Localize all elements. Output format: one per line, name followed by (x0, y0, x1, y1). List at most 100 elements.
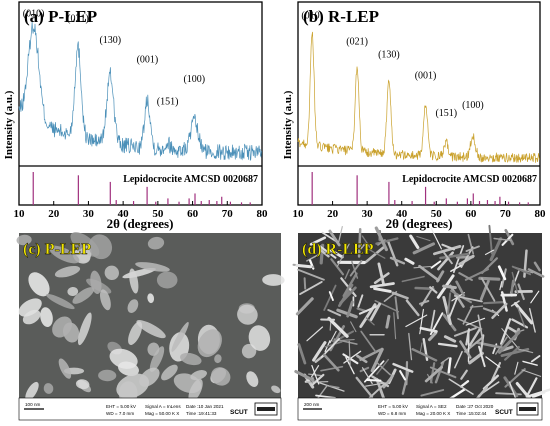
peak-label: (021) (67, 14, 89, 25)
sem-rod (404, 257, 415, 265)
sem-eht: EHT = 5.00 kV (106, 404, 137, 409)
sem-rod (522, 360, 538, 366)
sem-rod (369, 302, 382, 322)
x-tick-label: 10 (14, 208, 26, 220)
sem-time: Time :15:02:44 (456, 411, 487, 416)
sem-rod (529, 308, 536, 333)
sem-rod (418, 264, 440, 282)
sem-rod (329, 248, 344, 259)
x-tick-label: 40 (118, 208, 130, 220)
sem-rod (448, 297, 458, 319)
sem-particle (46, 294, 75, 310)
sem-rod (295, 263, 313, 269)
sem-rod (409, 234, 420, 249)
sem-rod (312, 341, 327, 362)
sem-rod (482, 307, 498, 314)
sem-rod (453, 327, 477, 337)
sem-rod (369, 282, 395, 289)
sem-info-bar (297, 397, 543, 421)
sem-rod (485, 356, 501, 368)
sem-rod (429, 362, 436, 384)
sem-rod (323, 284, 337, 311)
sem-particle (197, 329, 222, 358)
sem-rod (328, 291, 334, 302)
sem-particle (139, 367, 160, 387)
x-tick-label: 30 (83, 208, 95, 220)
sem-rod (309, 236, 327, 246)
sem-rod (459, 380, 470, 388)
sem-rod (342, 272, 358, 298)
sem-rod (370, 347, 384, 373)
x-axis-label: 2θ (degrees) (386, 216, 453, 231)
sem-rod (310, 365, 320, 378)
sem-rod (453, 295, 483, 303)
peak-label: (010) (23, 9, 45, 20)
peak-label: (021) (346, 36, 368, 47)
sem-signal: Signal A = InLens (145, 404, 181, 409)
sem-rod (364, 246, 385, 264)
sem-rod (455, 280, 466, 297)
sem-rod (429, 286, 438, 294)
zeiss-logo-mark (519, 407, 536, 411)
sem-rod (442, 296, 452, 325)
sem-rod (468, 328, 481, 347)
sem-particle (147, 293, 155, 304)
sem-rod (375, 361, 391, 376)
sem-eht: EHT = 5.00 kV (378, 404, 409, 409)
sem-rod (458, 254, 475, 266)
sem-rod (450, 264, 462, 273)
sem-rod (299, 280, 323, 296)
sem-particle (180, 352, 202, 366)
sem-rod (405, 314, 428, 328)
sem-rod (374, 300, 400, 313)
peak-label: (130) (378, 49, 400, 60)
sem-rod (443, 252, 453, 265)
sem-rod (465, 245, 480, 253)
sem-rod (419, 342, 423, 353)
sem-rod (478, 276, 501, 281)
sem-rod (460, 246, 474, 269)
sem-rod (319, 245, 337, 259)
plot-frame (18, 1, 263, 206)
sem-rod (393, 312, 397, 340)
scale-bar-label: 200 nm (304, 402, 319, 407)
sem-particle (262, 274, 285, 286)
sem-particle (237, 304, 258, 325)
sem-rod (514, 361, 519, 375)
sem-particle (241, 343, 257, 359)
sem-rod (459, 340, 472, 359)
sem-rod (360, 330, 377, 353)
y-axis-label: Intensity (a.u.) (3, 90, 15, 159)
sem-particle (171, 321, 189, 352)
sem-rod (330, 258, 345, 276)
x-tick-label: 80 (535, 208, 547, 220)
sem-particle (161, 364, 178, 381)
x-tick-label: 80 (257, 208, 269, 220)
sem-rod (344, 269, 350, 280)
sem-particle (214, 354, 222, 364)
sem-rod (468, 351, 484, 365)
sem-rod (420, 389, 445, 397)
sem-rod (311, 365, 320, 385)
sem-rod (336, 243, 350, 267)
sem-rod (499, 281, 503, 291)
sem-rod (405, 361, 409, 386)
sem-image-p-lep: 100 nm EHT = 5.00 kV WD = 7.0 mm Signal … (16, 232, 285, 421)
sem-rod (530, 290, 540, 304)
sem-date: Date :10 Jan 2021 (186, 404, 224, 409)
sem-rod (401, 275, 425, 283)
peak-label: (151) (157, 97, 179, 108)
sem-rod (477, 314, 484, 343)
sem-particle (246, 371, 259, 387)
x-tick-label: 50 (431, 208, 443, 220)
peak-label: (001) (415, 71, 437, 82)
sem-rod (359, 348, 382, 362)
sem-rod (440, 357, 450, 364)
sem-particle (49, 245, 80, 264)
xrd-trace (18, 21, 262, 162)
sem-rod (432, 244, 462, 256)
sem-rod (527, 268, 545, 278)
sem-particle (28, 272, 50, 297)
x-tick-label: 10 (293, 208, 305, 220)
sem-rod (447, 357, 452, 374)
